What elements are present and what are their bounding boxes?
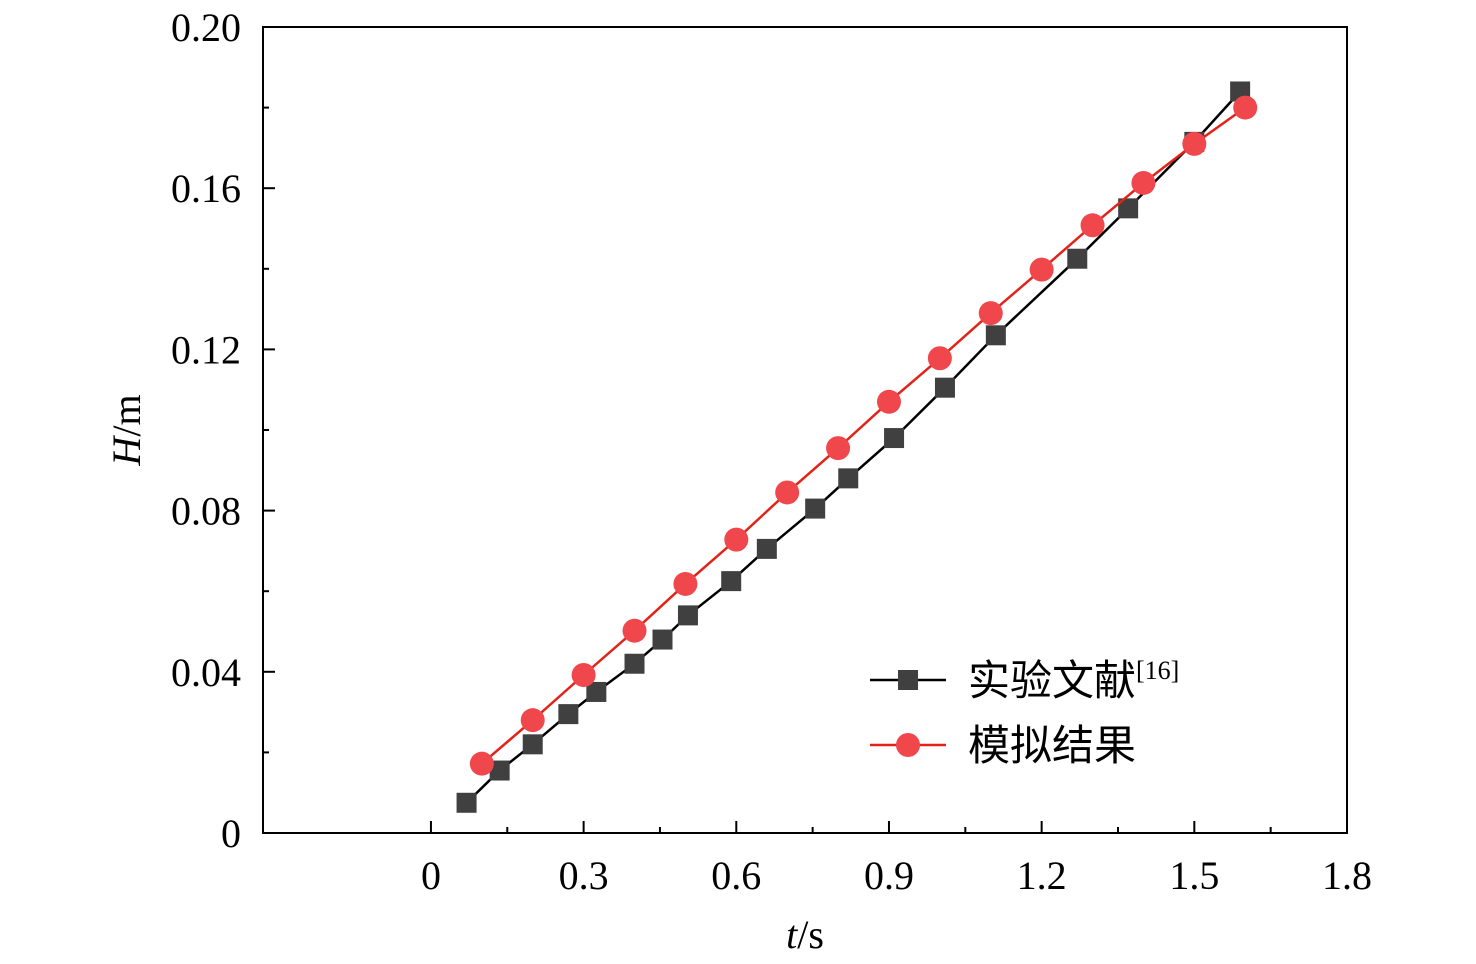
y-tick-label: 0.08 (171, 489, 241, 534)
y-axis-var: H (104, 435, 149, 467)
x-axis-ticks: 0 0.3 0.6 0.9 1.2 1.5 1.8 (421, 821, 1372, 898)
data-point-circle (826, 436, 851, 461)
x-tick-label: 1.8 (1322, 853, 1372, 898)
series-layer (456, 81, 1258, 813)
data-point-circle (724, 527, 749, 552)
series-line (480, 106, 1246, 765)
data-point-circle (1182, 131, 1207, 156)
y-tick-label: 0 (221, 811, 241, 856)
data-point-square (558, 704, 579, 725)
data-point-circle (775, 480, 800, 505)
data-point-circle (1029, 257, 1054, 282)
x-axis-unit: /s (797, 912, 824, 957)
data-point-circle (520, 708, 545, 733)
data-point-square (934, 377, 955, 398)
legend-marker-square (898, 670, 918, 690)
y-tick-label: 0.16 (171, 166, 241, 211)
data-point-square (721, 571, 742, 592)
x-axis-var: t (786, 912, 798, 957)
data-point-circle (673, 571, 698, 596)
data-point-circle (1080, 213, 1105, 238)
data-point-square (756, 538, 777, 559)
data-point-circle (876, 389, 901, 414)
x-tick-label: 0 (421, 853, 441, 898)
data-point-circle (978, 301, 1003, 326)
data-point-square (522, 734, 543, 755)
legend-label-simulation: 模拟结果 (968, 724, 1136, 770)
y-axis-unit: /m (104, 394, 149, 436)
series-1 (469, 95, 1258, 776)
x-axis-title: t/s (786, 912, 824, 957)
x-tick-label: 0.9 (864, 853, 914, 898)
data-point-circle (622, 618, 647, 643)
legend: 实验文献[16] 模拟结果 (870, 656, 1179, 770)
legend-label-experiment: 实验文献[16] (968, 656, 1179, 705)
data-point-square (456, 792, 477, 813)
data-point-circle (571, 663, 596, 688)
legend-entry-experiment: 实验文献[16] (870, 656, 1179, 705)
data-point-square (1067, 248, 1088, 269)
data-point-square (985, 325, 1006, 346)
data-point-square (838, 468, 859, 489)
data-point-circle (927, 346, 952, 371)
y-tick-label: 0.04 (171, 650, 241, 695)
data-point-square (884, 428, 905, 449)
y-tick-label: 0.12 (171, 327, 241, 372)
x-tick-label: 1.5 (1169, 853, 1219, 898)
data-point-square (586, 681, 607, 702)
data-point-square (489, 760, 510, 781)
data-point-square (624, 653, 645, 674)
legend-label-experiment-text: 实验文献 (968, 658, 1136, 705)
y-axis-title: H/m (104, 394, 149, 466)
legend-entry-simulation: 模拟结果 (870, 724, 1136, 770)
legend-marker-circle (896, 733, 920, 757)
x-tick-label: 0.3 (559, 853, 609, 898)
data-point-square (677, 605, 698, 626)
x-tick-label: 1.2 (1017, 853, 1067, 898)
data-point-circle (469, 751, 494, 776)
data-point-square (652, 629, 673, 650)
data-point-circle (1131, 170, 1156, 195)
legend-label-experiment-sup: [16] (1136, 656, 1179, 685)
data-point-square (1118, 198, 1139, 219)
y-tick-label: 0.20 (171, 5, 241, 50)
x-tick-label: 0.6 (711, 853, 761, 898)
data-point-square (805, 498, 826, 519)
y-axis-ticks: 0 0.04 0.08 0.12 0.16 0.20 (171, 5, 275, 856)
data-point-circle (1233, 95, 1258, 120)
